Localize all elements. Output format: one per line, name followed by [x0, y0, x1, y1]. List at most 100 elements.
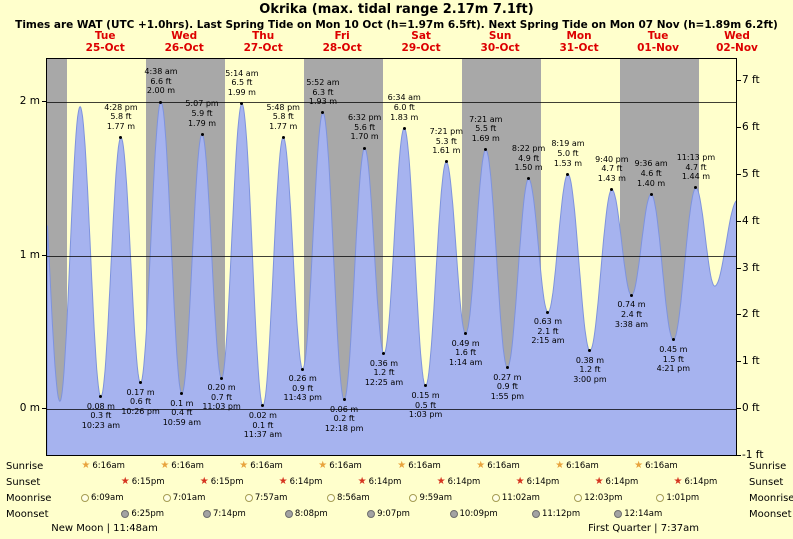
tide-extreme-label: 0.45 m 1.5 ft 4:21 pm: [657, 345, 690, 374]
sunset-star-icon: ★: [120, 476, 130, 487]
tide-label-line: 0.27 m: [493, 372, 522, 382]
moonrise-icon: [80, 494, 89, 502]
astro-event: 11:12pm: [531, 509, 581, 519]
astro-time: 6:14pm: [684, 477, 718, 487]
tide-label-line: 0.4 ft: [171, 408, 193, 418]
astro-row-label-right: Sunrise: [749, 461, 787, 472]
astro-event: 1:01pm: [656, 493, 699, 503]
astro-time: 1:01pm: [666, 493, 700, 503]
moonrise-icon: [409, 494, 418, 502]
tide-extreme-dot: [629, 293, 633, 297]
tide-extreme-label: 0.49 m 1.6 ft 1:14 am: [449, 339, 482, 368]
astro-row-label-left: Moonrise: [6, 493, 52, 504]
tide-extreme-dot: [342, 398, 346, 402]
tide-label-line: 0.63 m: [533, 317, 563, 327]
tide-label-line: 1.43 m: [597, 173, 626, 183]
astro-event: 12:03pm: [574, 493, 622, 503]
astro-time: 7:01am: [172, 493, 206, 503]
tide-extreme-dot: [382, 352, 386, 356]
tide-extreme-label: 9:36 am 4.6 ft 1.40 m: [635, 159, 668, 188]
moonrise-icon: [244, 494, 253, 502]
tide-extreme-label: 0.1 m 0.4 ft 10:59 am: [163, 399, 201, 428]
day-header: Tue 01-Nov: [637, 30, 679, 54]
tide-extreme-label: 5:07 pm 5.9 ft 1.79 m: [185, 99, 218, 128]
tide-extreme-label: 0.38 m 1.2 ft 3:00 pm: [573, 356, 606, 385]
y-axis-tick-right: 7 ft: [742, 74, 760, 87]
sunrise-star-icon: ★: [81, 460, 91, 471]
astro-time: 9:59am: [419, 493, 453, 503]
tide-label-line: 5.8 ft: [272, 112, 294, 122]
tide-extreme-label: 6:34 am 6.0 ft 1.83 m: [388, 93, 421, 122]
y-axis-tick-right: 1 ft: [742, 355, 760, 368]
moonrise-icon: [491, 494, 500, 502]
tide-label-line: 1.77 m: [269, 121, 298, 131]
sunrise-star-icon: ★: [160, 460, 170, 471]
day-name: Tue: [647, 30, 669, 42]
tide-extreme-label: 0.36 m 1.2 ft 12:25 am: [365, 359, 403, 388]
y-axis-tickmark-right: [737, 408, 741, 409]
y-axis-tickmark-right: [737, 454, 741, 456]
astro-time: 11:02am: [501, 493, 540, 503]
tide-extreme-dot: [159, 100, 163, 104]
tide-extreme-dot: [261, 404, 265, 408]
astro-event: 11:02am: [491, 493, 540, 503]
astro-event: ★ 6:14pm: [595, 477, 639, 488]
tide-extreme-dot: [119, 135, 123, 139]
sunrise-star-icon: ★: [634, 460, 644, 471]
day-date: 02-Nov: [716, 42, 758, 55]
astro-event: 8:08pm: [284, 509, 328, 519]
tide-label-line: 9:36 am: [634, 159, 668, 169]
tide-label-line: 9:40 pm: [595, 154, 629, 164]
tide-label-line: 0.20 m: [207, 383, 236, 393]
tide-extreme-dot: [610, 187, 614, 191]
tide-label-line: 6.0 ft: [393, 102, 415, 112]
day-header: Wed 02-Nov: [716, 30, 758, 54]
tide-extreme-label: 6:32 pm 5.6 ft 1.70 m: [348, 113, 381, 142]
astro-time: 6:14pm: [289, 477, 323, 487]
moonrise-icon: [162, 494, 171, 502]
tide-label-line: 0.38 m: [575, 355, 604, 365]
tide-label-line: 1:55 pm: [490, 391, 525, 401]
tide-label-line: 4:28 pm: [104, 102, 138, 112]
day-name: Mon: [566, 30, 592, 42]
tide-label-line: 0.2 ft: [333, 414, 355, 424]
astro-event: ★ 6:14pm: [358, 477, 402, 488]
moonset-icon: [531, 510, 540, 518]
chart-title: Okrika (max. tidal range 2.17m 7.1ft): [259, 2, 534, 17]
moonset-icon: [284, 510, 293, 518]
tide-label-line: 12:18 pm: [324, 423, 364, 433]
tide-label-line: 5.6 ft: [354, 122, 376, 132]
day-name: Wed: [171, 30, 198, 42]
astro-event: 12:14am: [614, 509, 662, 519]
astro-event: 9:59am: [409, 493, 452, 503]
sunrise-star-icon: ★: [397, 460, 407, 471]
astro-time: 6:14pm: [605, 477, 639, 487]
day-date: 30-Oct: [480, 42, 520, 55]
y-axis-tick-right: 3 ft: [742, 261, 760, 274]
sunrise-star-icon: ★: [555, 460, 565, 471]
y-axis-tick-left: 2 m: [19, 95, 40, 107]
tide-extreme-label: 11:13 pm 4.7 ft 1.44 m: [677, 153, 715, 182]
astro-time: 11:12pm: [541, 509, 581, 519]
tide-label-line: 5:07 pm: [185, 99, 219, 109]
tide-label-line: 4:21 pm: [656, 364, 691, 374]
sunrise-star-icon: ★: [476, 460, 486, 471]
astro-time: 7:57am: [254, 493, 288, 503]
y-axis-tick-right: 6 ft: [742, 121, 760, 134]
tide-label-line: 1.61 m: [432, 146, 461, 156]
tide-label-line: 5.8 ft: [110, 112, 132, 122]
tide-label-line: 1.70 m: [350, 132, 379, 142]
astro-row-label-right: Sunset: [749, 477, 784, 488]
astro-time: 6:16am: [329, 461, 362, 471]
astro-time: 12:14am: [624, 509, 663, 519]
y-axis-tickmark-left: [42, 101, 46, 102]
astro-time: 9:07pm: [377, 509, 410, 519]
day-header: Tue 25-Oct: [86, 30, 125, 54]
tide-label-line: 0.36 m: [369, 358, 399, 368]
astro-time: 6:14pm: [447, 477, 481, 487]
tide-label-line: 0.17 m: [126, 387, 155, 397]
tide-extreme-dot: [363, 146, 367, 150]
day-header: Sun 30-Oct: [481, 30, 520, 54]
